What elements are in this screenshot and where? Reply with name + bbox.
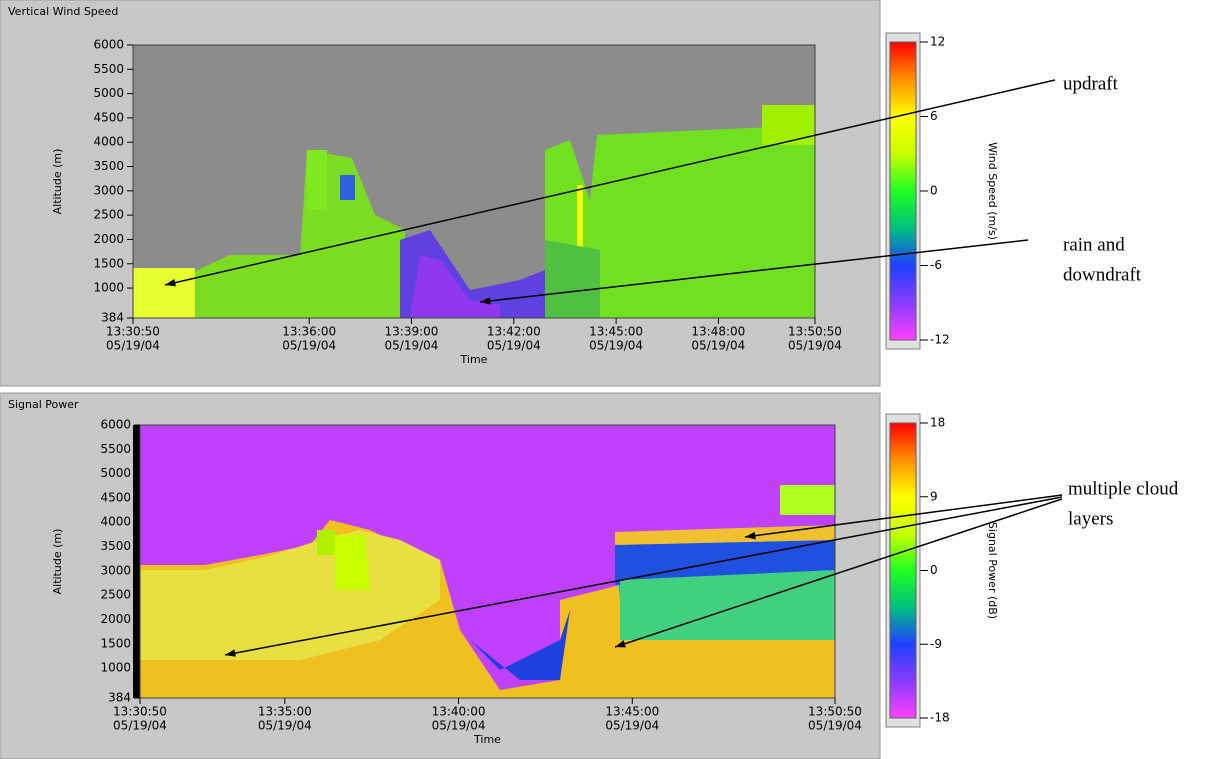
x-tick-label: 13:45:00 [589, 325, 643, 339]
x-axis-label: Time [460, 353, 488, 366]
x-tick-label: 13:30:50 [106, 325, 160, 339]
colorbar-tick-label: 18 [930, 416, 945, 430]
x-tick-label: 05/19/04 [106, 339, 160, 353]
y-tick-label: 3000 [93, 183, 124, 197]
y-tick-label: 4500 [93, 110, 124, 124]
panel-title: Vertical Wind Speed [8, 5, 118, 18]
y-tick-label: 6000 [100, 418, 131, 432]
colorbar-tick-label: 9 [930, 489, 938, 503]
y-tick-label: 4500 [100, 490, 131, 504]
annotation: downdraft [1063, 264, 1142, 285]
y-tick-label: 5500 [100, 442, 131, 456]
x-tick-label: 13:35:00 [258, 705, 312, 719]
x-tick-label: 13:30:50 [113, 705, 167, 719]
panel-title: Signal Power [8, 398, 79, 411]
y-axis-label: Altitude (m) [51, 149, 64, 215]
y-tick-label: 3000 [100, 563, 131, 577]
x-tick-label: 05/19/04 [487, 339, 541, 353]
colorbar-tick-label: -9 [930, 637, 942, 651]
y-tick-label: 4000 [100, 515, 131, 529]
x-tick-label: 13:45:00 [605, 705, 659, 719]
colorbar-tick-label: -18 [930, 711, 950, 725]
x-tick-label: 13:50:50 [808, 705, 862, 719]
y-tick-label: 5500 [93, 62, 124, 76]
x-tick-label: 05/19/04 [691, 339, 745, 353]
x-tick-label: 05/19/04 [385, 339, 439, 353]
x-tick-label: 13:48:00 [691, 325, 745, 339]
colorbar-label: Wind Speed (m/s) [986, 142, 999, 240]
x-tick-label: 13:39:00 [385, 325, 439, 339]
x-tick-label: 13:36:00 [282, 325, 336, 339]
x-tick-label: 05/19/04 [432, 719, 486, 733]
y-tick-label: 384 [101, 311, 124, 325]
y-axis-label: Altitude (m) [51, 529, 64, 595]
x-axis-label: Time [473, 733, 501, 746]
colorbar-tick-label: 12 [930, 35, 945, 49]
colorbar-label: Signal Power (dB) [986, 522, 999, 619]
colorbar [890, 423, 916, 718]
y-tick-label: 384 [108, 691, 131, 705]
y-tick-label: 1000 [93, 281, 124, 295]
x-tick-label: 05/19/04 [113, 719, 167, 733]
y-tick-label: 1000 [100, 661, 131, 675]
x-tick-label: 13:40:00 [432, 705, 486, 719]
x-tick-label: 05/19/04 [258, 719, 312, 733]
annotation: updraft [1063, 73, 1119, 94]
y-tick-label: 2500 [93, 208, 124, 222]
y-tick-label: 2000 [100, 612, 131, 626]
y-tick-label: 5000 [100, 466, 131, 480]
colorbar-tick-label: 6 [930, 109, 938, 123]
annotation: rain and [1063, 234, 1125, 255]
x-tick-label: 05/19/04 [808, 719, 862, 733]
annotation: multiple cloud [1068, 478, 1179, 499]
colorbar-tick-label: 0 [930, 184, 938, 198]
x-tick-label: 13:42:00 [487, 325, 541, 339]
y-tick-label: 6000 [93, 38, 124, 52]
annotation: layers [1068, 508, 1113, 529]
y-tick-label: 2500 [100, 588, 131, 602]
colorbar-tick-label: 0 [930, 563, 938, 577]
y-tick-label: 2000 [93, 232, 124, 246]
x-tick-label: 05/19/04 [589, 339, 643, 353]
x-tick-label: 05/19/04 [605, 719, 659, 733]
colorbar-tick-label: -6 [930, 258, 942, 272]
y-tick-label: 1500 [93, 256, 124, 270]
screenshot: Vertical Wind Speed 384 1000 1500 2000 2500 30… [0, 0, 1231, 759]
x-tick-label: 05/19/04 [282, 339, 336, 353]
y-tick-label: 3500 [100, 539, 131, 553]
y-tick-label: 3500 [93, 159, 124, 173]
colorbar-tick-label: -12 [930, 333, 950, 347]
colorbar [890, 42, 916, 340]
x-tick-label: 05/19/04 [788, 339, 842, 353]
x-tick-label: 13:50:50 [788, 325, 842, 339]
y-tick-label: 4000 [93, 135, 124, 149]
y-tick-label: 1500 [100, 636, 131, 650]
y-tick-label: 5000 [93, 86, 124, 100]
